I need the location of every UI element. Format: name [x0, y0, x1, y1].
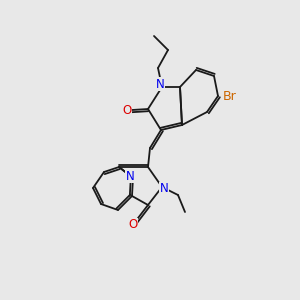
Text: N: N — [156, 77, 164, 91]
Text: Br: Br — [223, 89, 237, 103]
Text: N: N — [126, 169, 134, 182]
Text: N: N — [160, 182, 168, 196]
Text: O: O — [128, 218, 138, 232]
Text: O: O — [122, 103, 132, 116]
